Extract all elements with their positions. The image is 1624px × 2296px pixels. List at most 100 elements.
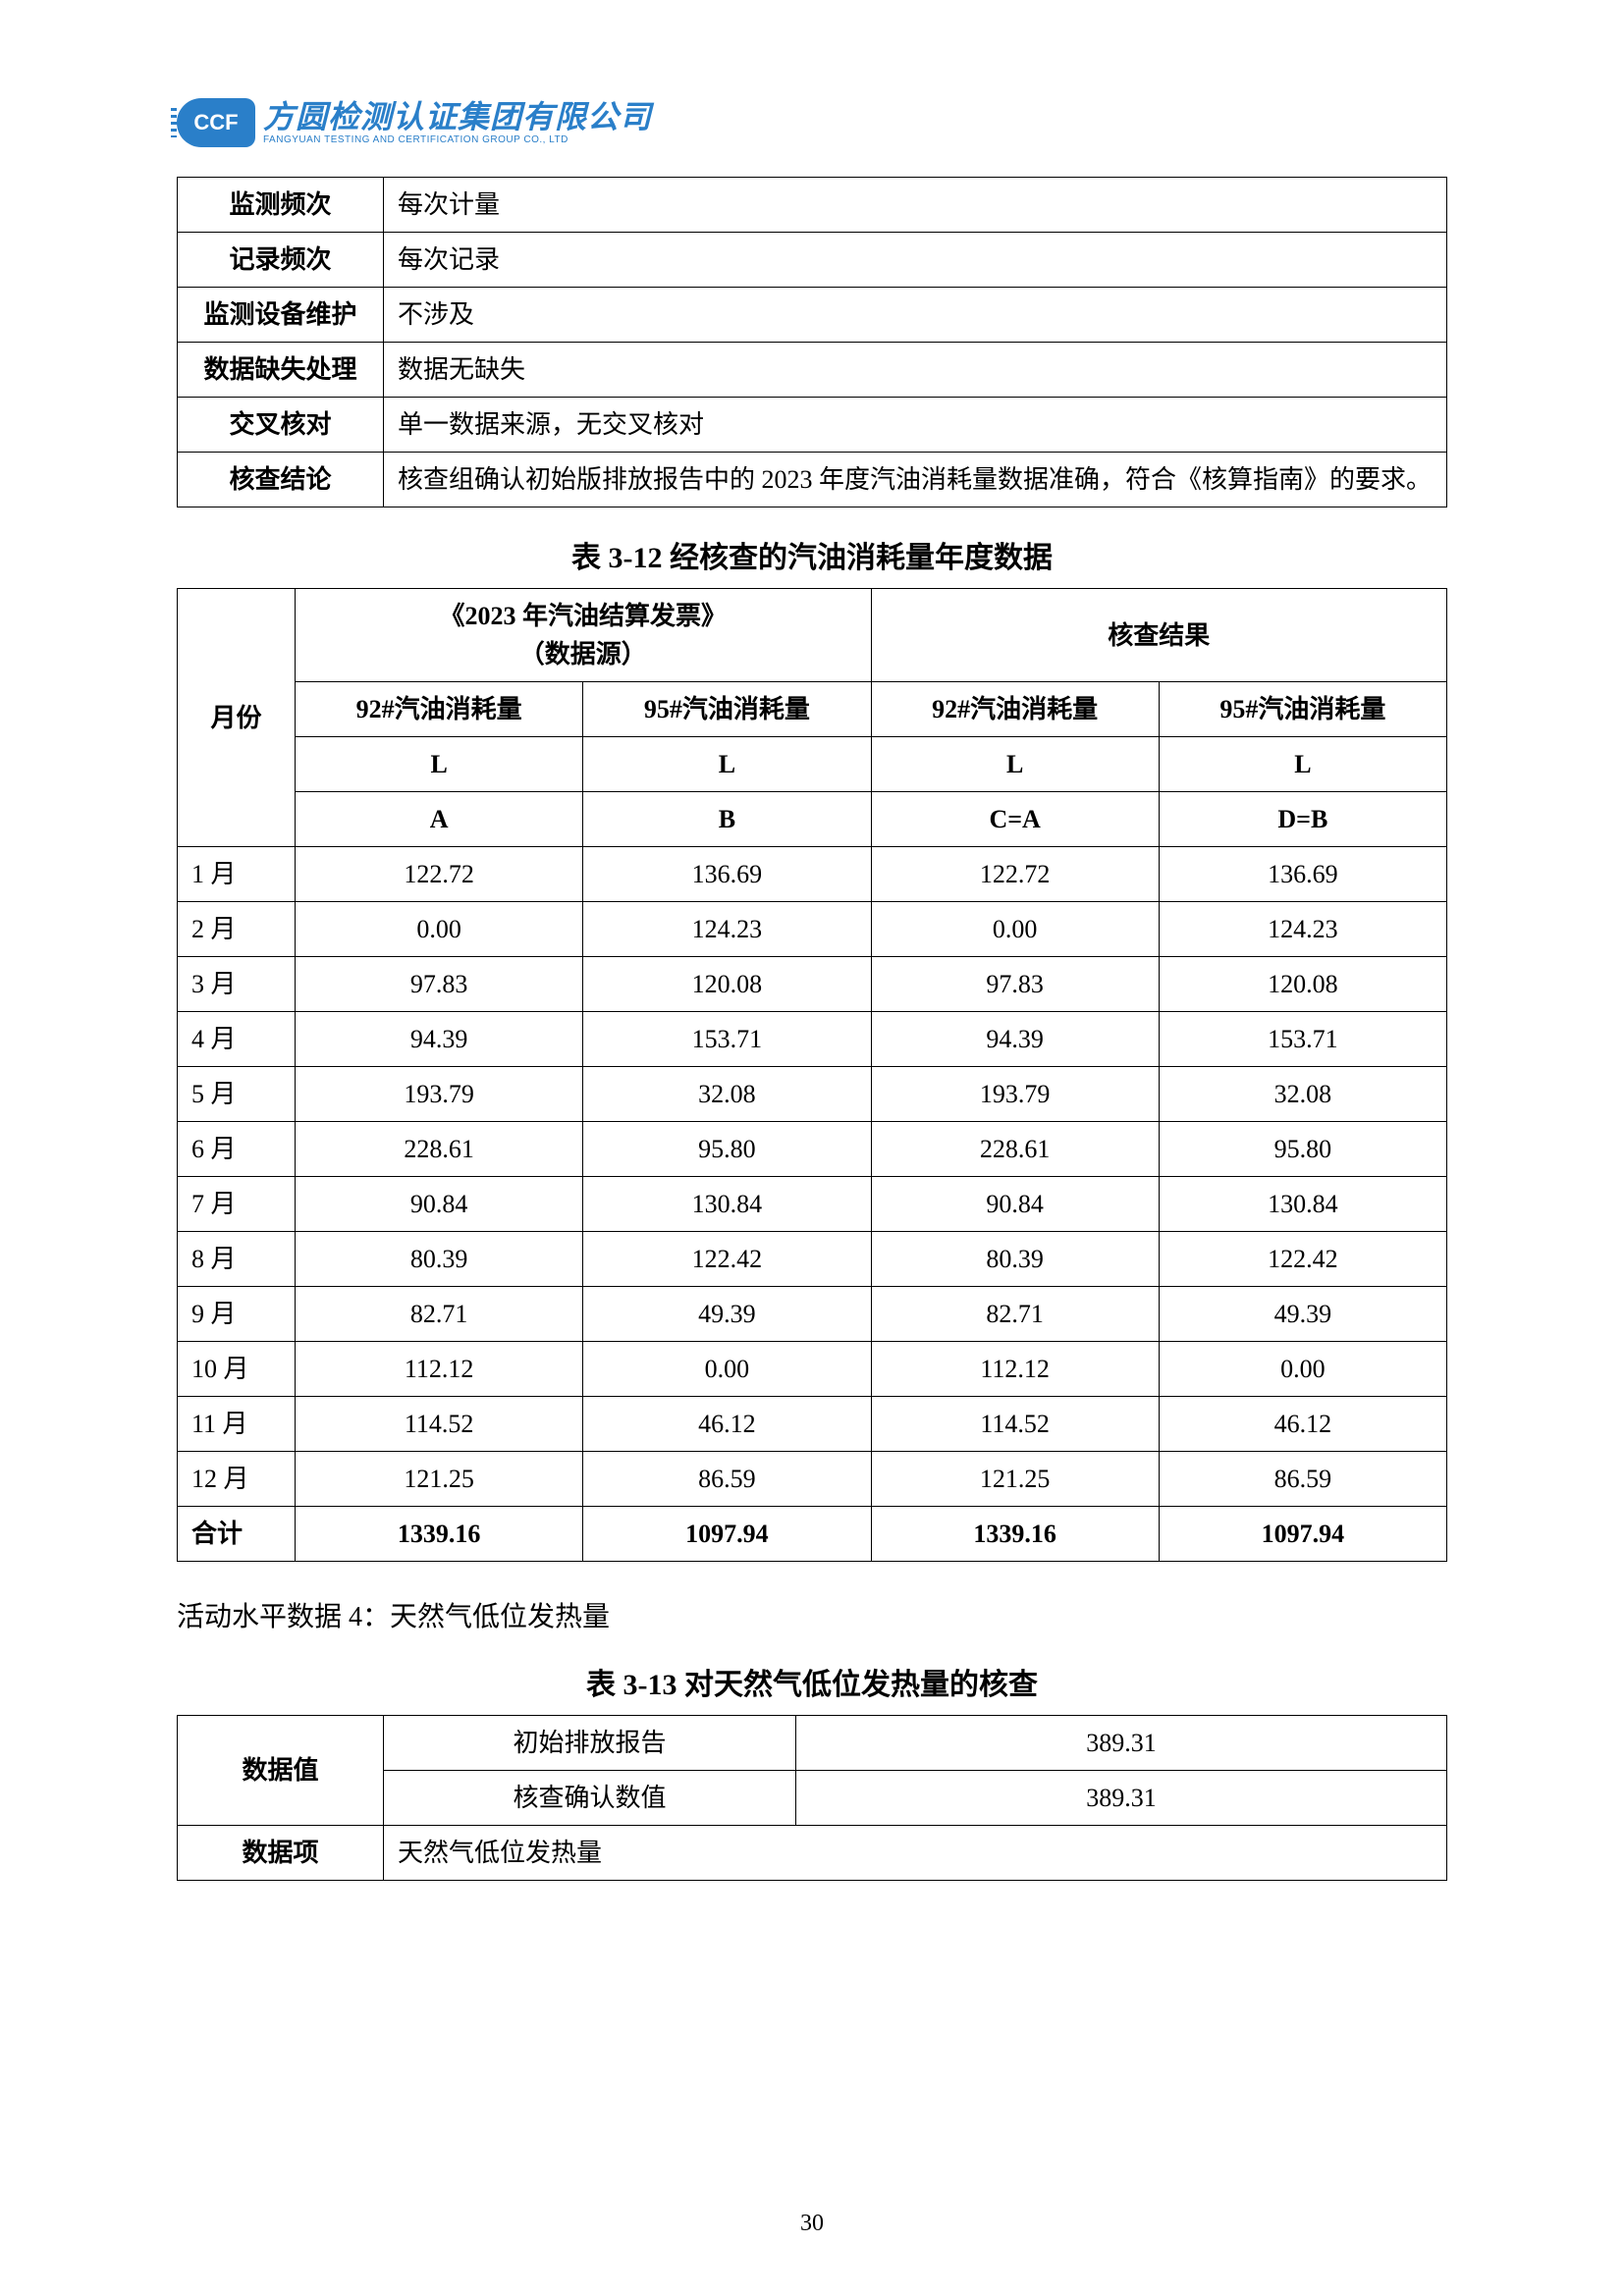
cell-a: 94.39 (296, 1012, 583, 1067)
cell-c: 193.79 (871, 1067, 1159, 1122)
th-CA: C=A (871, 792, 1159, 847)
tbl2-data-row: 9 月82.7149.3982.7149.39 (178, 1287, 1447, 1342)
cell-month: 5 月 (178, 1067, 296, 1122)
logo-header: CCF 方圆检测认证集团有限公司 FANGYUAN TESTING AND CE… (177, 98, 1447, 147)
logo-company-cn: 方圆检测认证集团有限公司 (263, 101, 652, 133)
tbl2-head: 月份 《2023 年汽油结算发票》 （数据源） 核查结果 92#汽油消耗量 95… (178, 589, 1447, 847)
tbl2-data-row: 1 月122.72136.69122.72136.69 (178, 847, 1447, 902)
cell-month: 4 月 (178, 1012, 296, 1067)
th-92-b: 92#汽油消耗量 (871, 682, 1159, 737)
logo-text-block: 方圆检测认证集团有限公司 FANGYUAN TESTING AND CERTIF… (263, 101, 652, 145)
logo-badge-text: CCF (193, 110, 238, 135)
tbl1-row-label: 记录频次 (178, 233, 384, 288)
logo-company-en: FANGYUAN TESTING AND CERTIFICATION GROUP… (263, 134, 652, 145)
tbl2-head-row3: L L L L (178, 737, 1447, 792)
tbl2-head-row2: 92#汽油消耗量 95#汽油消耗量 92#汽油消耗量 95#汽油消耗量 (178, 682, 1447, 737)
tbl3-row-data-item: 数据项 天然气低位发热量 (178, 1826, 1447, 1881)
tbl3-initial-label: 初始排放报告 (384, 1716, 796, 1771)
verification-summary-table: 监测频次每次计量记录频次每次记录监测设备维护不涉及数据缺失处理数据无缺失交叉核对… (177, 177, 1447, 507)
tbl1-row-label: 交叉核对 (178, 398, 384, 453)
cell-month: 3 月 (178, 957, 296, 1012)
cell-month: 8 月 (178, 1232, 296, 1287)
cell-c: 112.12 (871, 1342, 1159, 1397)
cell-c: 122.72 (871, 847, 1159, 902)
tbl2-data-row: 12 月121.2586.59121.2586.59 (178, 1452, 1447, 1507)
tbl2-data-row: 6 月228.6195.80228.6195.80 (178, 1122, 1447, 1177)
tbl3-verified-value: 389.31 (796, 1771, 1447, 1826)
cell-b: 86.59 (583, 1452, 871, 1507)
gasoline-consumption-table: 月份 《2023 年汽油结算发票》 （数据源） 核查结果 92#汽油消耗量 95… (177, 588, 1447, 1562)
activity-data-4-heading: 活动水平数据 4：天然气低位发热量 (177, 1595, 1447, 1634)
tbl1-row: 监测设备维护不涉及 (178, 288, 1447, 343)
cell-b: 1097.94 (583, 1507, 871, 1562)
th-unit-4: L (1159, 737, 1446, 792)
logo-badge-icon: CCF (177, 98, 255, 147)
table-3-13-title: 表 3-13 对天然气低位发热量的核查 (177, 1660, 1447, 1703)
cell-month: 2 月 (178, 902, 296, 957)
cell-d: 86.59 (1159, 1452, 1446, 1507)
cell-a: 97.83 (296, 957, 583, 1012)
tbl1-row-value: 不涉及 (384, 288, 1447, 343)
th-95-a: 95#汽油消耗量 (583, 682, 871, 737)
tbl1-row: 监测频次每次计量 (178, 178, 1447, 233)
cell-month: 9 月 (178, 1287, 296, 1342)
table-3-12-title: 表 3-12 经核查的汽油消耗量年度数据 (177, 533, 1447, 576)
th-DB: D=B (1159, 792, 1446, 847)
cell-b: 122.42 (583, 1232, 871, 1287)
tbl1-row: 数据缺失处理数据无缺失 (178, 343, 1447, 398)
tbl2-total-row: 合计1339.161097.941339.161097.94 (178, 1507, 1447, 1562)
cell-c: 1339.16 (871, 1507, 1159, 1562)
tbl2-data-row: 2 月0.00124.230.00124.23 (178, 902, 1447, 957)
cell-c: 114.52 (871, 1397, 1159, 1452)
cell-b: 153.71 (583, 1012, 871, 1067)
th-source-group-line1: 《2023 年汽油结算发票》 (305, 597, 861, 635)
tbl1-row: 交叉核对单一数据来源，无交叉核对 (178, 398, 1447, 453)
tbl2-data-row: 7 月90.84130.8490.84130.84 (178, 1177, 1447, 1232)
cell-d: 49.39 (1159, 1287, 1446, 1342)
cell-month: 12 月 (178, 1452, 296, 1507)
tbl2-data-row: 4 月94.39153.7194.39153.71 (178, 1012, 1447, 1067)
cell-a: 193.79 (296, 1067, 583, 1122)
tbl1-row-label: 监测设备维护 (178, 288, 384, 343)
cell-month: 1 月 (178, 847, 296, 902)
cell-d: 32.08 (1159, 1067, 1446, 1122)
cell-c: 97.83 (871, 957, 1159, 1012)
cell-month: 11 月 (178, 1397, 296, 1452)
cell-b: 120.08 (583, 957, 871, 1012)
tbl3-initial-value: 389.31 (796, 1716, 1447, 1771)
cell-c: 94.39 (871, 1012, 1159, 1067)
tbl1-row-label: 数据缺失处理 (178, 343, 384, 398)
tbl2-data-row: 10 月112.120.00112.120.00 (178, 1342, 1447, 1397)
tbl1-row: 核查结论核查组确认初始版排放报告中的 2023 年度汽油消耗量数据准确，符合《核… (178, 453, 1447, 507)
cell-a: 90.84 (296, 1177, 583, 1232)
th-92-a: 92#汽油消耗量 (296, 682, 583, 737)
cell-month: 7 月 (178, 1177, 296, 1232)
th-A: A (296, 792, 583, 847)
cell-a: 121.25 (296, 1452, 583, 1507)
th-unit-1: L (296, 737, 583, 792)
cell-c: 0.00 (871, 902, 1159, 957)
th-source-group-line2: （数据源） (305, 635, 861, 673)
tbl3-data-value-label: 数据值 (178, 1716, 384, 1826)
tbl1-row-value: 核查组确认初始版排放报告中的 2023 年度汽油消耗量数据准确，符合《核算指南》… (384, 453, 1447, 507)
tbl1-row-value: 每次记录 (384, 233, 1447, 288)
cell-b: 46.12 (583, 1397, 871, 1452)
page-number: 30 (0, 2211, 1624, 2237)
cell-c: 228.61 (871, 1122, 1159, 1177)
cell-b: 0.00 (583, 1342, 871, 1397)
cell-d: 122.42 (1159, 1232, 1446, 1287)
cell-d: 124.23 (1159, 902, 1446, 957)
tbl2-data-row: 11 月114.5246.12114.5246.12 (178, 1397, 1447, 1452)
cell-d: 136.69 (1159, 847, 1446, 902)
cell-c: 80.39 (871, 1232, 1159, 1287)
cell-b: 32.08 (583, 1067, 871, 1122)
cell-a: 1339.16 (296, 1507, 583, 1562)
th-unit-2: L (583, 737, 871, 792)
tbl1-body: 监测频次每次计量记录频次每次记录监测设备维护不涉及数据缺失处理数据无缺失交叉核对… (178, 178, 1447, 507)
tbl1-row-value: 每次计量 (384, 178, 1447, 233)
tbl2-data-row: 3 月97.83120.0897.83120.08 (178, 957, 1447, 1012)
th-month: 月份 (178, 589, 296, 847)
page: CCF 方圆检测认证集团有限公司 FANGYUAN TESTING AND CE… (0, 0, 1624, 2296)
cell-d: 153.71 (1159, 1012, 1446, 1067)
cell-d: 1097.94 (1159, 1507, 1446, 1562)
